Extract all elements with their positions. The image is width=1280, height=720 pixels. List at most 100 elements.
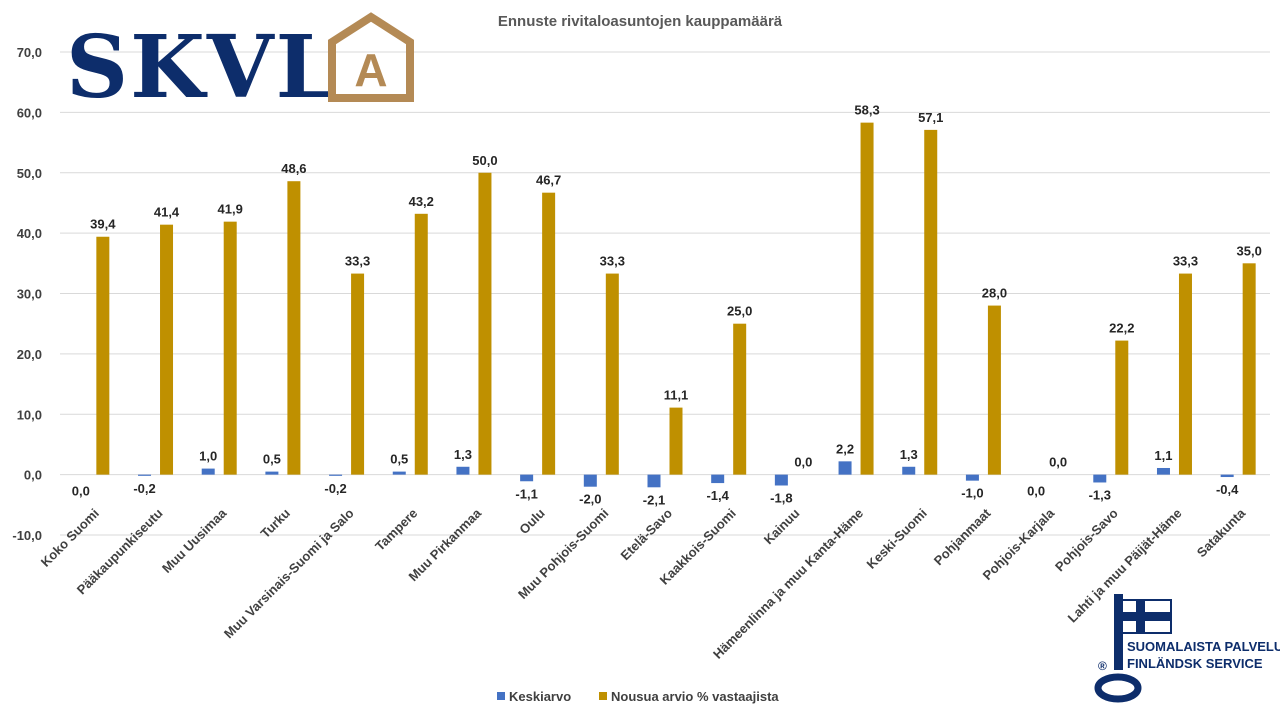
bar-keskiarvo [138, 474, 152, 476]
bar-nousua [351, 273, 365, 475]
bars [96, 122, 1256, 488]
x-tick-label: Etelä-Savo [618, 505, 676, 563]
data-label: -2,0 [579, 492, 601, 507]
x-tick-label: Tampere [372, 506, 420, 554]
bar-nousua [605, 273, 619, 475]
bar-nousua [1115, 340, 1129, 475]
y-axis-ticks: 70,0 60,0 50,0 40,0 30,0 20,0 10,0 0,0 -10,0 [12, 45, 42, 543]
data-label: 0,0 [1027, 484, 1045, 499]
data-label: -1,8 [770, 490, 792, 505]
bar-nousua [860, 122, 874, 475]
skvl-logo: SKVL A [66, 12, 414, 118]
registered-mark: ® [1098, 659, 1107, 673]
legend-label-keskiarvo: Keskiarvo [509, 689, 571, 704]
data-label: 0,0 [72, 484, 90, 499]
bar-keskiarvo [265, 471, 279, 475]
x-tick-label: Koko Suomi [38, 506, 102, 570]
data-labels: 0,0 39,4 -0,2 41,4 1,0 41,9 0,5 48,6 -0,2 33,3 0,5… [72, 103, 1262, 508]
house-icon: A [328, 12, 414, 102]
data-label: 33,3 [1173, 254, 1198, 269]
bar-keskiarvo [902, 466, 916, 475]
data-label: 35,0 [1237, 243, 1262, 258]
data-label: 2,2 [836, 441, 854, 456]
legend: Keskiarvo Nousua arvio % vastaajista [497, 689, 779, 704]
data-label: -1,0 [961, 486, 983, 501]
x-tick-label: Oulu [516, 505, 548, 537]
y-tick-label: -10,0 [12, 528, 42, 543]
legend-swatch-nousua [599, 692, 607, 700]
chart-title: Ennuste rivitaloasuntojen kauppamäärä [498, 13, 783, 30]
bar-nousua [1242, 263, 1256, 475]
gridlines [60, 51, 1270, 536]
data-label: 25,0 [727, 304, 752, 319]
bar-keskiarvo [392, 471, 406, 475]
bar-nousua [223, 221, 237, 475]
bar-keskiarvo [1093, 474, 1107, 483]
x-tick-label: Pohjois-Savo [1052, 505, 1121, 574]
bar-keskiarvo [965, 474, 979, 481]
data-label: 1,0 [199, 449, 217, 464]
bar-keskiarvo [520, 474, 534, 482]
data-label: 0,0 [794, 455, 812, 470]
data-label: 28,0 [982, 286, 1007, 301]
data-label: 1,1 [1154, 448, 1172, 463]
data-label: 0,0 [1049, 455, 1067, 470]
data-label: 1,3 [454, 447, 472, 462]
data-label: 22,2 [1109, 321, 1134, 336]
bar-keskiarvo [1156, 467, 1170, 475]
y-tick-label: 40,0 [17, 226, 42, 241]
data-label: -0,4 [1216, 482, 1239, 497]
bar-keskiarvo [201, 468, 215, 475]
y-tick-label: 60,0 [17, 105, 42, 120]
data-label: 43,2 [409, 194, 434, 209]
bar-keskiarvo [838, 461, 852, 475]
y-tick-label: 10,0 [17, 407, 42, 422]
bar-keskiarvo [774, 474, 788, 486]
finnish-flag-icon [1120, 599, 1172, 634]
data-label: 46,7 [536, 173, 561, 188]
legend-label-nousua: Nousua arvio % vastaajista [611, 689, 779, 704]
data-label: 0,5 [263, 452, 281, 467]
y-tick-label: 30,0 [17, 287, 42, 302]
x-tick-label: Satakunta [1194, 505, 1249, 560]
data-label: 0,5 [390, 452, 408, 467]
y-tick-label: 0,0 [24, 468, 42, 483]
data-label: -0,2 [324, 481, 346, 496]
data-label: 41,4 [154, 205, 180, 220]
data-label: 11,1 [664, 388, 689, 403]
data-label: -1,3 [1089, 487, 1111, 502]
data-label: -1,4 [706, 488, 729, 503]
data-label: 33,3 [345, 254, 370, 269]
bar-keskiarvo [711, 474, 725, 484]
bar-nousua [669, 407, 683, 475]
y-tick-label: 50,0 [17, 166, 42, 181]
house-letter: A [354, 44, 387, 96]
x-tick-label: Pohjanmaat [931, 505, 994, 568]
badge-line-1: SUOMALAISTA PALVELUA [1127, 639, 1280, 654]
x-tick-label: Muu Varsinais-Suomi ja Salo [221, 505, 357, 641]
y-tick-label: 20,0 [17, 347, 42, 362]
bar-nousua [733, 323, 747, 475]
bar-keskiarvo [583, 474, 597, 487]
bar-nousua [987, 305, 1001, 475]
data-label: 33,3 [600, 254, 625, 269]
skvl-logo-text: SKVL [66, 17, 338, 118]
data-label: -1,1 [515, 486, 537, 501]
x-tick-label: Keski-Suomi [864, 506, 930, 572]
y-tick-label: 70,0 [17, 45, 42, 60]
data-label: 39,4 [90, 217, 116, 232]
bar-nousua [287, 181, 301, 475]
x-tick-label: Muu Uusimaa [159, 505, 230, 576]
bar-nousua [478, 172, 492, 475]
key-icon [1094, 594, 1142, 703]
badge-line-2: FINLÄNDSK SERVICE [1127, 656, 1263, 671]
legend-swatch-keskiarvo [497, 692, 505, 700]
bar-nousua [96, 236, 110, 475]
x-tick-label: Turku [258, 505, 294, 541]
bar-nousua [160, 224, 174, 475]
data-label: 48,6 [281, 161, 306, 176]
x-tick-label: Kainuu [761, 505, 803, 547]
bar-nousua [542, 192, 556, 475]
